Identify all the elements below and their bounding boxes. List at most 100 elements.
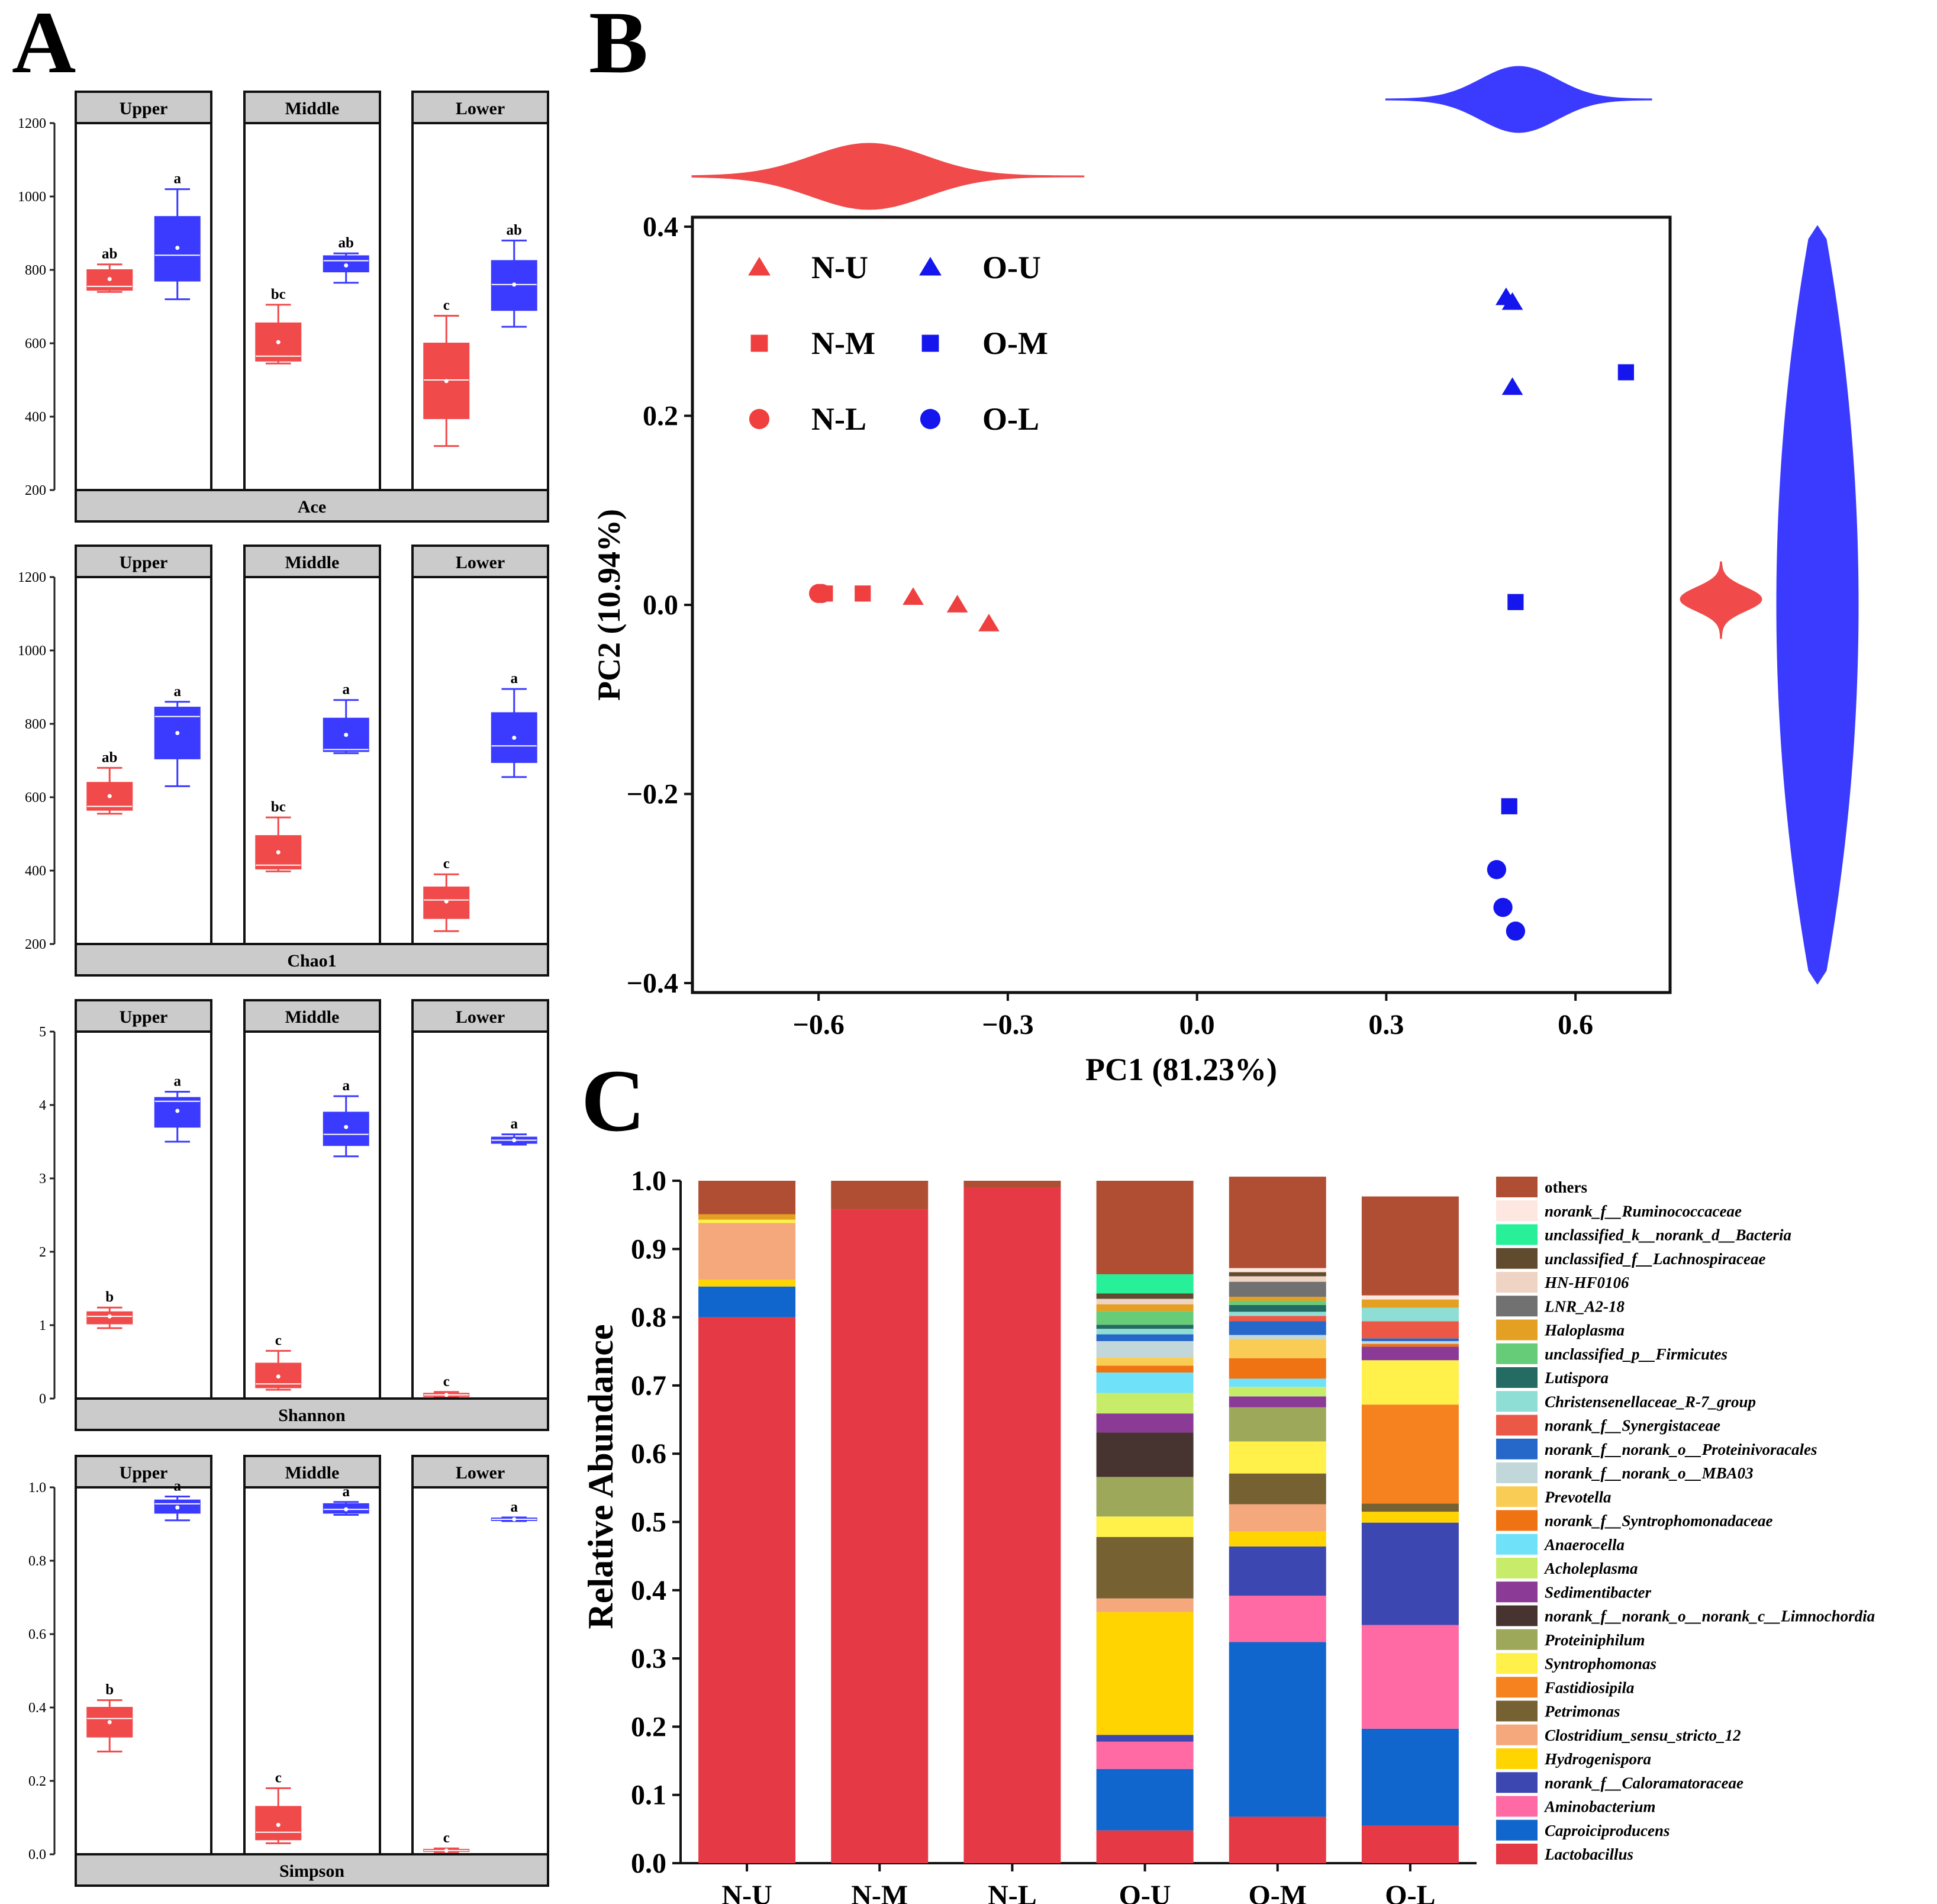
y-tick-label: 200 <box>25 937 46 952</box>
segment-christensenellaceae-r-7-group <box>1361 1307 1459 1322</box>
facet-label: Lower <box>456 553 505 572</box>
mean-dot <box>107 277 112 281</box>
legend-marker <box>920 408 941 430</box>
mean-dot <box>107 794 112 798</box>
segment-unclassified-f-lachnospiraceae <box>1229 1272 1326 1277</box>
segment-hydrogenispora <box>1361 1512 1459 1523</box>
segment-sedimentibacter <box>1096 1413 1194 1433</box>
legend-item-norank-f-norank-o-norank-c-limnochordia: norank_f__norank_o__norank_c__Limnochord… <box>1496 1605 1875 1626</box>
bar-o-u <box>1096 1181 1194 1863</box>
legend-swatch <box>1496 1700 1538 1722</box>
segment-anaerocella <box>1096 1372 1194 1393</box>
x-tick-label: −0.6 <box>792 1009 844 1040</box>
legend-swatch <box>1496 1462 1538 1483</box>
box-upper-n: ab <box>86 749 133 815</box>
legend-item-unclassified-p-firmicutes: unclassified_p__Firmicutes <box>1496 1343 1727 1364</box>
legend-item-aminobacterium: Aminobacterium <box>1496 1796 1656 1817</box>
facet-label: Lower <box>456 1463 505 1483</box>
point-o-m <box>1501 798 1517 814</box>
segment-unclassified-p-firmicutes <box>1229 1300 1326 1305</box>
facet-strip <box>243 545 381 578</box>
segment-norank-f-synergistaceae <box>1229 1316 1326 1322</box>
facet-strip <box>75 999 212 1033</box>
mean-dot <box>276 1374 281 1379</box>
box-middle-o: a <box>323 682 369 755</box>
legend-marker <box>750 334 768 352</box>
bar-y-axis-title: Relative Abundance <box>581 1324 620 1629</box>
segment-prevotella <box>1096 1357 1194 1366</box>
bar-n-l <box>963 1181 1061 1863</box>
legend-item-proteiniphilum: Proteiniphilum <box>1496 1629 1645 1650</box>
facet-label: Lower <box>456 99 505 118</box>
significance-letter: b <box>105 1682 114 1698</box>
legend-swatch <box>1496 1510 1538 1531</box>
segment-caproiciproducens <box>698 1286 796 1317</box>
legend-swatch <box>1496 1367 1538 1388</box>
boxplot-shannon: 0 1 2 3 4 5 Upper b a Middle c a Lower c a Shannon <box>39 999 549 1431</box>
segment-prevotella <box>1229 1339 1326 1358</box>
segment-proteiniphilum <box>1229 1407 1326 1442</box>
segment-petrimonas <box>1096 1536 1194 1599</box>
legend-label: others <box>1545 1178 1587 1196</box>
segment-unclassified-k-norank-d-bacteria <box>1096 1274 1194 1294</box>
legend-item-haloplasma: Haloplasma <box>1496 1319 1625 1341</box>
legend-label: Haloplasma <box>1544 1322 1625 1339</box>
legend-label: norank_f__Syntrophomonadaceae <box>1545 1512 1773 1530</box>
violin-pc2-n <box>1680 561 1762 639</box>
significance-letter: ab <box>102 749 117 765</box>
segment-lactobacillus <box>698 1317 796 1863</box>
legend-label: Acholeplasma <box>1543 1560 1638 1577</box>
bar-o-l <box>1361 1196 1459 1863</box>
significance-letter: c <box>443 1830 450 1846</box>
mean-dot <box>444 1848 449 1853</box>
y-tick-label: 0.3 <box>631 1643 666 1674</box>
y-tick-label: 0.1 <box>631 1780 666 1811</box>
legend-item-lnr-a2-18: LNR_A2-18 <box>1496 1296 1625 1317</box>
mean-dot <box>512 1138 517 1143</box>
legend-swatch <box>1496 1177 1538 1197</box>
x-tick-label: 0.6 <box>1558 1009 1593 1040</box>
box-lower-n: c <box>423 1830 470 1853</box>
y-tick-label: 0.7 <box>631 1370 666 1402</box>
mean-dot <box>444 899 449 904</box>
significance-letter: c <box>443 1374 450 1390</box>
legend-swatch <box>1496 1844 1538 1864</box>
legend-item-norank-f-ruminococcaceae: norank_f__Ruminococcaceae <box>1496 1200 1742 1222</box>
box-middle-n: c <box>255 1332 302 1391</box>
segment-petrimonas <box>1361 1503 1459 1512</box>
legend-item-o-m: O-M <box>921 326 1048 361</box>
legend-label: Aminobacterium <box>1543 1798 1656 1816</box>
community-composition-panel: 0.0 0.1 0.2 0.3 0.4 0.5 0.6 0.7 0.8 0.9 1.0 N-U N-M N… <box>581 1165 1875 1904</box>
legend-item-hydrogenispora: Hydrogenispora <box>1496 1748 1651 1769</box>
point-n-u <box>978 613 1000 632</box>
segment-others <box>1361 1196 1459 1296</box>
legend-item-petrimonas: Petrimonas <box>1496 1700 1620 1722</box>
box-upper-o: a <box>154 1074 201 1143</box>
segment-lactobacillus <box>1229 1816 1326 1863</box>
point-o-m <box>1507 594 1524 610</box>
segment-others <box>831 1181 929 1210</box>
legend-item-n-u: N-U <box>748 250 868 285</box>
legend-label: unclassified_f__Lachnospiraceae <box>1545 1250 1765 1268</box>
bar-legend: others norank_f__Ruminococcaceae unclassif… <box>1496 1177 1875 1864</box>
bar-axes: 0.0 0.1 0.2 0.3 0.4 0.5 0.6 0.7 0.8 0.9 1.0 N-U N-M N… <box>631 1165 1477 1904</box>
boxplot-ace: 200 400 600 800 1000 1200 Upper ab a Middle bc ab Lo… <box>18 91 549 523</box>
legend-swatch <box>1496 1224 1538 1245</box>
legend-swatch <box>1496 1772 1538 1793</box>
legend-swatch <box>1496 1200 1538 1222</box>
facet-label: Middle <box>285 1007 340 1027</box>
segment-lactobacillus <box>963 1187 1061 1863</box>
y-tick-label: 0.0 <box>643 589 678 621</box>
facet-upper: Upper ab a <box>75 545 212 945</box>
significance-letter: a <box>174 171 182 187</box>
point-o-l <box>1487 860 1507 879</box>
y-tick-label: 1200 <box>18 570 46 585</box>
legend-label: LNR_A2-18 <box>1544 1297 1625 1315</box>
segment-proteiniphilum <box>1096 1477 1194 1517</box>
bar-n-u <box>698 1181 796 1863</box>
y-tick-label: 4 <box>39 1098 46 1113</box>
x-tick-label: O-L <box>1385 1880 1435 1904</box>
segment-acholeplasma <box>1096 1393 1194 1414</box>
segment-aminobacterium <box>1229 1596 1326 1642</box>
segment-others <box>1229 1177 1326 1268</box>
